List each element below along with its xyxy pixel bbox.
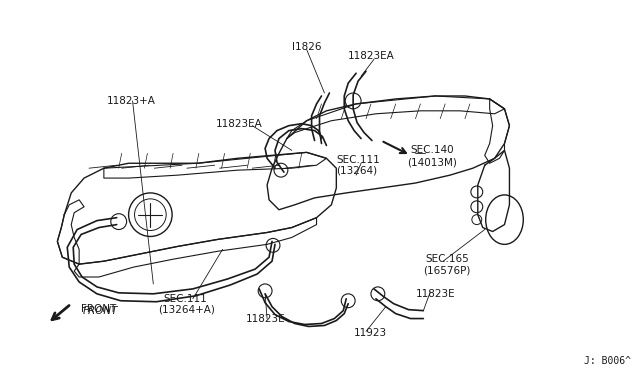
Text: J: B006^: J: B006^ [584, 356, 630, 366]
Text: (13264+A): (13264+A) [158, 305, 215, 315]
Text: 11823+A: 11823+A [107, 96, 156, 106]
Text: 11823EA: 11823EA [348, 51, 395, 61]
Text: FRONT: FRONT [81, 304, 116, 314]
Text: 11823E: 11823E [245, 314, 285, 324]
Text: SEC.111: SEC.111 [163, 294, 207, 304]
Text: (13264): (13264) [337, 165, 378, 175]
Text: (14013M): (14013M) [408, 157, 458, 167]
Text: 11823EA: 11823EA [216, 119, 262, 129]
Text: SEC.165: SEC.165 [426, 254, 469, 264]
Text: I1826: I1826 [292, 42, 321, 52]
Text: (16576P): (16576P) [424, 265, 471, 275]
Text: 11823E: 11823E [415, 289, 455, 299]
Text: SEC.140: SEC.140 [410, 145, 454, 155]
Text: FRONT: FRONT [83, 306, 118, 316]
Text: SEC.111: SEC.111 [337, 155, 380, 165]
Text: 11923: 11923 [354, 328, 387, 339]
